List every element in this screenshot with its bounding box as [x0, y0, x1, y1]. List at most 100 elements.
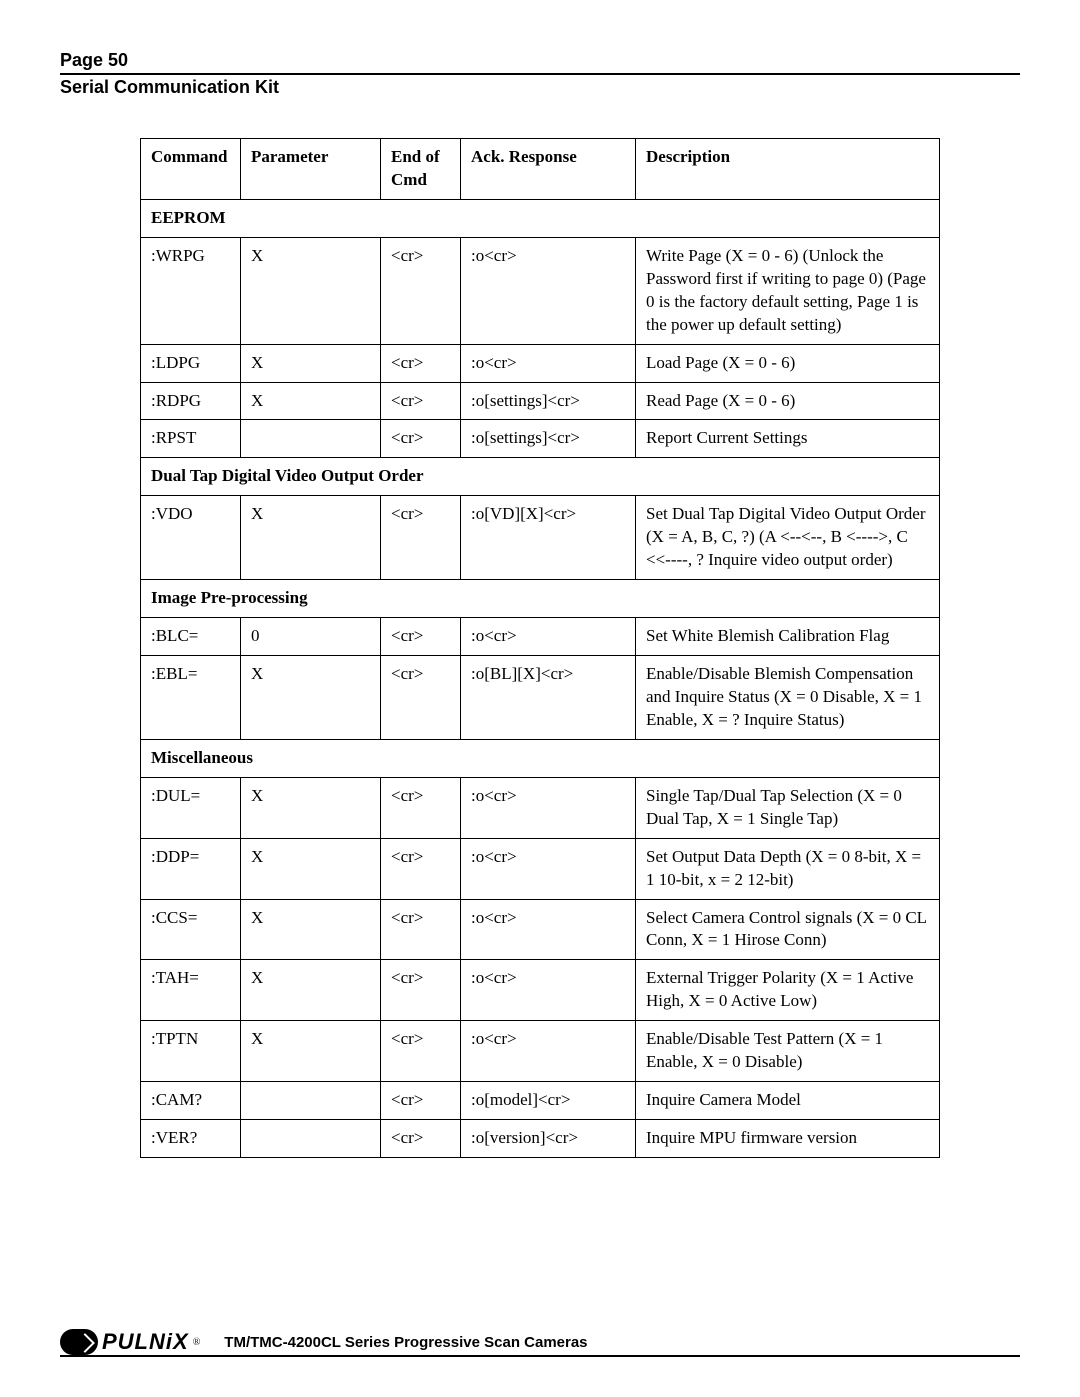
cell-end: <cr>	[381, 960, 461, 1021]
table-row: :LDPGX<cr>:o<cr>Load Page (X = 0 - 6)	[141, 344, 940, 382]
cell-param	[241, 420, 381, 458]
cell-ack: :o[settings]<cr>	[461, 382, 636, 420]
col-header-command: Command	[141, 139, 241, 200]
cell-end: <cr>	[381, 1082, 461, 1120]
cell-cmd: :BLC=	[141, 618, 241, 656]
table-row: :DUL=X<cr>:o<cr>Single Tap/Dual Tap Sele…	[141, 777, 940, 838]
cell-cmd: :CAM?	[141, 1082, 241, 1120]
cell-desc: Enable/Disable Test Pattern (X = 1 Enabl…	[636, 1021, 940, 1082]
section-heading-row: EEPROM	[141, 199, 940, 237]
cell-ack: :o<cr>	[461, 1021, 636, 1082]
cell-end: <cr>	[381, 1021, 461, 1082]
header-rule	[60, 73, 1020, 75]
cell-ack: :o[VD][X]<cr>	[461, 496, 636, 580]
cell-desc: Set White Blemish Calibration Flag	[636, 618, 940, 656]
cell-param: X	[241, 496, 381, 580]
cell-cmd: :WRPG	[141, 237, 241, 344]
cell-param: X	[241, 838, 381, 899]
table-row: :BLC=0<cr>:o<cr>Set White Blemish Calibr…	[141, 618, 940, 656]
table-header-row: Command Parameter End of Cmd Ack. Respon…	[141, 139, 940, 200]
cell-end: <cr>	[381, 344, 461, 382]
cell-param: X	[241, 899, 381, 960]
col-header-parameter: Parameter	[241, 139, 381, 200]
table-row: :VER? <cr>:o[version]<cr>Inquire MPU firm…	[141, 1120, 940, 1158]
table-header: Command Parameter End of Cmd Ack. Respon…	[141, 139, 940, 200]
table-row: :TPTNX<cr>:o<cr>Enable/Disable Test Patt…	[141, 1021, 940, 1082]
table-row: :WRPGX<cr>:o<cr>Write Page (X = 0 - 6) (…	[141, 237, 940, 344]
col-header-end-of-cmd: End of Cmd	[381, 139, 461, 200]
cell-end: <cr>	[381, 496, 461, 580]
cell-ack: :o<cr>	[461, 618, 636, 656]
command-table: Command Parameter End of Cmd Ack. Respon…	[140, 138, 940, 1158]
cell-end: <cr>	[381, 838, 461, 899]
cell-desc: Inquire Camera Model	[636, 1082, 940, 1120]
footer-rule	[60, 1355, 1020, 1357]
section-heading-cell: Dual Tap Digital Video Output Order	[141, 458, 940, 496]
table-row: :EBL=X<cr>:o[BL][X]<cr>Enable/Disable Bl…	[141, 656, 940, 740]
table-row: :RPST<cr>:o[settings]<cr>Report Current …	[141, 420, 940, 458]
document-title: Serial Communication Kit	[60, 77, 1020, 98]
page-number: Page 50	[60, 50, 1020, 71]
page-footer: PULNiX® TM/TMC-4200CL Series Progressive…	[60, 1351, 1020, 1357]
section-heading-cell: EEPROM	[141, 199, 940, 237]
section-heading-cell: Miscellaneous	[141, 739, 940, 777]
cell-ack: :o[model]<cr>	[461, 1082, 636, 1120]
table-row: :TAH=X<cr>:o<cr>External Trigger Polarit…	[141, 960, 940, 1021]
cell-cmd: :VER?	[141, 1120, 241, 1158]
cell-ack: :o<cr>	[461, 777, 636, 838]
section-heading-row: Miscellaneous	[141, 739, 940, 777]
cell-desc: Inquire MPU firmware version	[636, 1120, 940, 1158]
cell-cmd: :VDO	[141, 496, 241, 580]
cell-end: <cr>	[381, 420, 461, 458]
cell-end: <cr>	[381, 237, 461, 344]
col-header-ack-response: Ack. Response	[461, 139, 636, 200]
cell-param	[241, 1082, 381, 1120]
cell-end: <cr>	[381, 1120, 461, 1158]
cell-desc: Set Output Data Depth (X = 0 8-bit, X = …	[636, 838, 940, 899]
cell-desc: External Trigger Polarity (X = 1 Active …	[636, 960, 940, 1021]
cell-ack: :o<cr>	[461, 237, 636, 344]
document-page: Page 50 Serial Communication Kit Command…	[0, 0, 1080, 1397]
cell-ack: :o<cr>	[461, 899, 636, 960]
table-row: :VDOX<cr>:o[VD][X]<cr>Set Dual Tap Digit…	[141, 496, 940, 580]
cell-end: <cr>	[381, 899, 461, 960]
cell-cmd: :TAH=	[141, 960, 241, 1021]
cell-desc: Set Dual Tap Digital Video Output Order …	[636, 496, 940, 580]
cell-ack: :o<cr>	[461, 344, 636, 382]
cell-desc: Write Page (X = 0 - 6) (Unlock the Passw…	[636, 237, 940, 344]
brand-logo-badge-icon	[60, 1329, 98, 1355]
cell-cmd: :EBL=	[141, 656, 241, 740]
page-header: Page 50 Serial Communication Kit	[60, 50, 1020, 98]
cell-cmd: :DDP=	[141, 838, 241, 899]
col-header-description: Description	[636, 139, 940, 200]
table-row: :CCS=X<cr>:o<cr>Select Camera Control si…	[141, 899, 940, 960]
cell-cmd: :LDPG	[141, 344, 241, 382]
cell-param: 0	[241, 618, 381, 656]
cell-desc: Select Camera Control signals (X = 0 CL …	[636, 899, 940, 960]
cell-end: <cr>	[381, 382, 461, 420]
cell-param: X	[241, 382, 381, 420]
table-row: :CAM? <cr>:o[model]<cr>Inquire Camera Mod…	[141, 1082, 940, 1120]
table-body: EEPROM:WRPGX<cr>:o<cr>Write Page (X = 0 …	[141, 199, 940, 1157]
cell-ack: :o<cr>	[461, 960, 636, 1021]
cell-end: <cr>	[381, 618, 461, 656]
cell-param: X	[241, 960, 381, 1021]
cell-end: <cr>	[381, 777, 461, 838]
cell-desc: Load Page (X = 0 - 6)	[636, 344, 940, 382]
table-row: :DDP=X<cr>:o<cr>Set Output Data Depth (X…	[141, 838, 940, 899]
brand-logo: PULNiX ®	[60, 1329, 208, 1355]
registered-mark-icon: ®	[193, 1337, 201, 1348]
cell-cmd: :DUL=	[141, 777, 241, 838]
table-row: :RDPGX<cr>:o[settings]<cr>Read Page (X =…	[141, 382, 940, 420]
cell-param: X	[241, 344, 381, 382]
cell-cmd: :RDPG	[141, 382, 241, 420]
section-heading-cell: Image Pre-processing	[141, 580, 940, 618]
cell-ack: :o<cr>	[461, 838, 636, 899]
cell-param: X	[241, 237, 381, 344]
section-heading-row: Dual Tap Digital Video Output Order	[141, 458, 940, 496]
brand-logo-text: PULNiX	[102, 1329, 189, 1355]
cell-ack: :o[version]<cr>	[461, 1120, 636, 1158]
cell-param: X	[241, 1021, 381, 1082]
cell-param	[241, 1120, 381, 1158]
cell-end: <cr>	[381, 656, 461, 740]
